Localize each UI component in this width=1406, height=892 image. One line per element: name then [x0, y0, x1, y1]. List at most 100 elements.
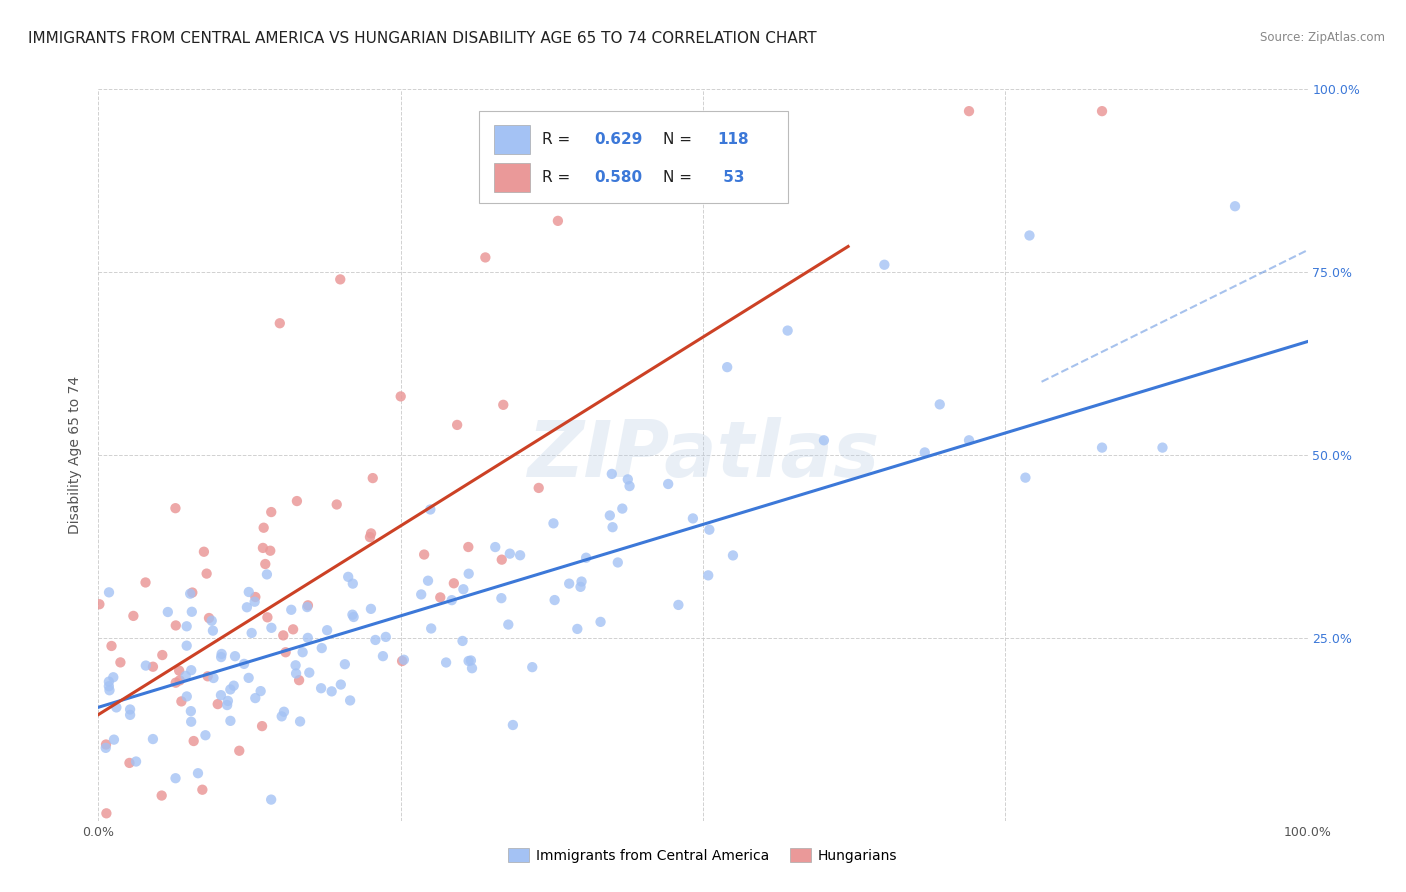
Text: R =: R = — [543, 132, 575, 147]
Point — [297, 631, 319, 645]
Point — [209, 688, 232, 702]
Point — [202, 671, 225, 685]
Point — [457, 566, 479, 581]
Text: ZIPatlas: ZIPatlas — [527, 417, 879, 493]
Point — [337, 570, 360, 584]
Point — [460, 653, 482, 667]
Text: 0.629: 0.629 — [595, 132, 643, 147]
Point — [165, 771, 187, 785]
Text: IMMIGRANTS FROM CENTRAL AMERICA VS HUNGARIAN DISABILITY AGE 65 TO 74 CORRELATION: IMMIGRANTS FROM CENTRAL AMERICA VS HUNGA… — [28, 31, 817, 46]
Point — [180, 605, 202, 619]
Point — [389, 389, 412, 403]
Point — [457, 540, 479, 554]
Point — [135, 658, 157, 673]
Point — [238, 585, 260, 599]
Point — [103, 732, 125, 747]
Point — [502, 718, 524, 732]
Point — [484, 540, 506, 554]
Point — [191, 782, 214, 797]
Point — [558, 576, 581, 591]
Point — [176, 639, 198, 653]
FancyBboxPatch shape — [479, 112, 787, 202]
Legend: Immigrants from Central America, Hungarians: Immigrants from Central America, Hungari… — [503, 843, 903, 869]
Point — [297, 599, 319, 613]
Point — [183, 734, 205, 748]
Point — [443, 576, 465, 591]
Point — [179, 587, 201, 601]
Point — [233, 657, 256, 671]
Point — [97, 674, 120, 689]
Point — [298, 665, 321, 680]
Point — [98, 683, 121, 698]
Point — [256, 567, 278, 582]
Point — [391, 654, 413, 668]
Point — [360, 526, 382, 541]
Point — [94, 740, 117, 755]
Point — [97, 679, 120, 693]
Point — [219, 682, 242, 697]
Point — [236, 600, 259, 615]
Point — [329, 677, 352, 691]
Point — [316, 623, 339, 637]
Point — [176, 690, 198, 704]
Point — [180, 704, 202, 718]
Point — [273, 705, 295, 719]
Point — [222, 679, 245, 693]
Point — [873, 258, 896, 272]
Text: N =: N = — [664, 132, 697, 147]
Point — [776, 324, 799, 338]
Point — [429, 591, 451, 605]
Point — [252, 541, 274, 555]
Point — [269, 316, 291, 330]
Point — [697, 568, 720, 582]
Point — [253, 521, 276, 535]
Point — [420, 622, 443, 636]
Point — [249, 684, 271, 698]
FancyBboxPatch shape — [494, 163, 530, 193]
Point — [457, 654, 479, 668]
Point — [567, 622, 589, 636]
Point — [392, 653, 415, 667]
Point — [245, 590, 267, 604]
Point — [219, 714, 242, 728]
Point — [288, 714, 311, 729]
Point — [110, 656, 132, 670]
Point — [254, 557, 277, 571]
Point — [103, 670, 125, 684]
Point — [259, 543, 281, 558]
Point — [543, 516, 565, 531]
Point — [180, 714, 202, 729]
Point — [284, 658, 307, 673]
Point — [491, 591, 513, 606]
Point — [285, 494, 308, 508]
Point — [122, 608, 145, 623]
Point — [682, 511, 704, 525]
Point — [270, 709, 292, 723]
Point — [342, 607, 364, 622]
Point — [165, 618, 187, 632]
Point — [1014, 470, 1036, 484]
Text: 118: 118 — [717, 132, 749, 147]
Point — [343, 610, 366, 624]
Point — [474, 251, 496, 265]
Point — [187, 766, 209, 780]
Point — [1223, 199, 1246, 213]
Point — [453, 582, 475, 597]
Point — [342, 576, 364, 591]
Point — [165, 675, 187, 690]
Point — [509, 548, 531, 562]
Point — [150, 789, 173, 803]
Point — [440, 593, 463, 607]
Point — [240, 626, 263, 640]
Text: 53: 53 — [717, 170, 744, 186]
Point — [170, 694, 193, 708]
Point — [589, 615, 612, 629]
Point — [194, 728, 217, 742]
Point — [94, 738, 117, 752]
Point — [250, 719, 273, 733]
Point — [571, 574, 593, 589]
Point — [527, 481, 550, 495]
Point — [271, 628, 294, 642]
Point — [371, 649, 394, 664]
Point — [446, 417, 468, 432]
